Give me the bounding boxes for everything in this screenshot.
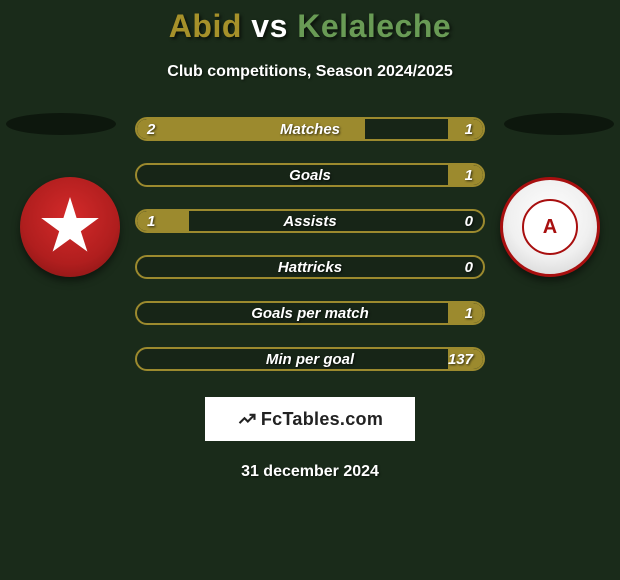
club-crest-right: A — [500, 177, 600, 277]
stat-value-left: 1 — [147, 211, 155, 231]
brand-badge[interactable]: FcTables.com — [205, 397, 415, 441]
crest-shadow-right — [504, 113, 614, 135]
crest-right-inner: A — [522, 199, 578, 255]
stat-label: Assists — [137, 211, 483, 231]
stat-label: Goals per match — [137, 303, 483, 323]
subtitle: Club competitions, Season 2024/2025 — [0, 63, 620, 81]
chart-icon — [237, 409, 257, 429]
stat-row: 137Min per goal — [135, 347, 485, 371]
club-crest-left — [20, 177, 120, 277]
stat-row: 0Hattricks — [135, 255, 485, 279]
stat-row: 1 0Assists — [135, 209, 485, 233]
title-player-2: Kelaleche — [297, 8, 451, 44]
stat-label: Hattricks — [137, 257, 483, 277]
stat-label: Goals — [137, 165, 483, 185]
stat-rows: 21Matches1Goals10Assists0Hattricks1Goals… — [135, 117, 485, 371]
stat-label: Min per goal — [137, 349, 483, 369]
stat-row: 1Goals per match — [135, 301, 485, 325]
bar-left — [137, 211, 189, 231]
stat-value-right: 1 — [465, 165, 473, 185]
stat-value-right: 1 — [465, 119, 473, 139]
page-title: Abid vs Kelaleche — [0, 0, 620, 45]
title-player-1: Abid — [169, 8, 242, 44]
stat-value-right: 1 — [465, 303, 473, 323]
stat-row: 21Matches — [135, 117, 485, 141]
stat-value-right: 137 — [448, 349, 473, 369]
star-icon — [40, 197, 100, 257]
stat-row: 1Goals — [135, 163, 485, 187]
stat-value-right: 0 — [465, 211, 473, 231]
date-label: 31 december 2024 — [0, 463, 620, 481]
brand-label: FcTables.com — [261, 409, 383, 430]
title-vs: vs — [251, 8, 288, 44]
stat-value-right: 0 — [465, 257, 473, 277]
stat-value-left: 2 — [147, 119, 155, 139]
crest-shadow-left — [6, 113, 116, 135]
bar-left — [137, 119, 365, 139]
comparison-content: A 21Matches1Goals10Assists0Hattricks1Goa… — [0, 117, 620, 371]
